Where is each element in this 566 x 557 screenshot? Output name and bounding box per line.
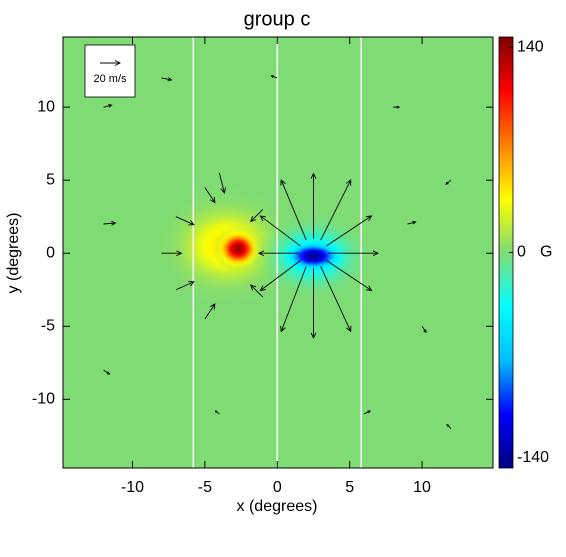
- velocity-arrow: [175, 216, 195, 226]
- plot-frame: [62, 36, 494, 469]
- colorbar-tick-label: -140: [517, 449, 549, 466]
- velocity-arrow: [445, 179, 452, 185]
- velocity-arrow: [326, 260, 373, 292]
- velocity-arrow: [421, 326, 427, 334]
- x-tick-label: 0: [273, 479, 282, 496]
- x-tick-label: 10: [413, 479, 431, 496]
- reference-arrow: [100, 60, 122, 66]
- x-tick-label: -5: [198, 479, 212, 496]
- velocity-arrow: [320, 179, 352, 241]
- velocity-arrow: [161, 250, 183, 257]
- y-tick-label: 0: [46, 244, 55, 261]
- colorbar-label: G: [540, 244, 552, 261]
- x-tick-label: -10: [121, 479, 144, 496]
- y-tick-label: -10: [32, 391, 55, 408]
- velocity-arrow: [257, 250, 299, 257]
- x-axis-label: x (degrees): [237, 498, 318, 515]
- x-tick-label: 5: [345, 479, 354, 496]
- velocity-arrow: [103, 369, 111, 375]
- velocity-arrow: [310, 267, 317, 339]
- reference-label: 20 m/s: [93, 73, 127, 85]
- velocity-arrow: [161, 77, 173, 82]
- plot-area: [63, 37, 493, 468]
- velocity-arrow: [310, 172, 317, 239]
- velocity-arrow: [103, 220, 117, 226]
- colorbar-tick-label: 0: [517, 244, 526, 261]
- chart-title: group c: [244, 8, 311, 30]
- velocity-arrow: [327, 250, 379, 257]
- velocity-arrow: [103, 103, 113, 108]
- velocity-arrow: [280, 266, 307, 333]
- velocity-arrow: [320, 266, 352, 333]
- velocity-arrow: [250, 284, 264, 298]
- velocity-arrow: [250, 209, 264, 223]
- velocity-arrow: [446, 423, 452, 429]
- velocity-arrow: [407, 220, 417, 225]
- y-tick-label: 10: [37, 98, 55, 115]
- reference-box: [84, 44, 136, 98]
- velocity-arrow: [280, 179, 307, 241]
- velocity-arrow: [218, 172, 227, 194]
- velocity-arrow: [363, 410, 372, 415]
- velocity-arrow: [393, 105, 401, 109]
- y-tick-label: 5: [46, 171, 55, 188]
- field-blob: [212, 225, 265, 273]
- velocity-arrow: [204, 187, 216, 204]
- velocity-arrow: [175, 281, 195, 291]
- velocity-arrow: [214, 410, 220, 415]
- y-axis-label: y (degrees): [5, 213, 22, 294]
- velocity-arrow: [326, 215, 373, 247]
- velocity-arrow: [259, 215, 301, 247]
- velocity-arrow: [270, 75, 278, 79]
- velocity-arrow: [204, 303, 216, 320]
- colorbar-tick-label: 140: [517, 38, 544, 55]
- y-tick-label: -5: [41, 318, 55, 335]
- velocity-arrow: [259, 260, 301, 292]
